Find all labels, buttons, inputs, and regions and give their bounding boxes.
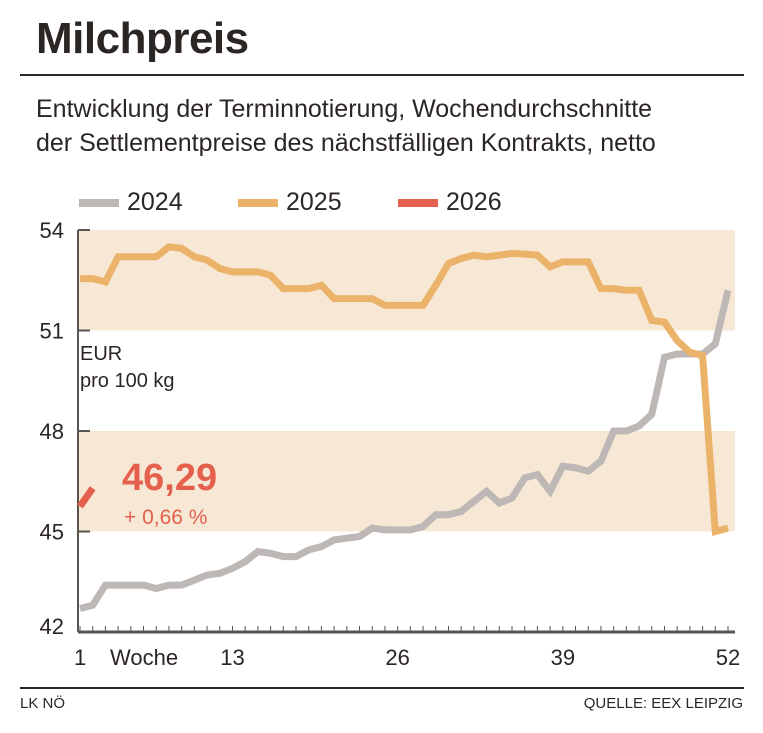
current-value-annotation: 46,29 (122, 457, 217, 499)
shaded-band (78, 431, 735, 532)
legend-item-2025: 2025 (238, 188, 342, 217)
series-line-2026 (77, 486, 96, 509)
y-unit-label-2: pro 100 kg (80, 370, 175, 392)
x-tick-label: 52 (716, 645, 740, 670)
subtitle-line-1: Entwicklung der Terminnotierung, Wochend… (36, 95, 653, 123)
footer-credit: LK NÖ (20, 695, 66, 712)
series-line-2024 (79, 289, 732, 612)
legend-label: 2026 (446, 188, 502, 216)
series-line-2025 (80, 243, 729, 536)
change-annotation: + 0,66 % (124, 506, 207, 529)
x-tick-label: 26 (385, 645, 409, 670)
legend-item-2024: 2024 (79, 188, 183, 217)
y-unit-label-1: EUR (80, 343, 122, 365)
x-axis-label: Woche (110, 645, 178, 670)
legend-swatch (238, 198, 278, 207)
title-rule (20, 74, 744, 76)
shaded-band (78, 230, 735, 331)
y-tick-label: 48 (40, 419, 64, 444)
x-tick-label: 39 (551, 645, 575, 670)
footer-source: QUELLE: EEX LEIPZIG (583, 695, 743, 712)
x-tick-label: 13 (220, 645, 244, 670)
footer-rule (20, 687, 744, 689)
y-tick-label: 45 (40, 520, 64, 545)
x-tick-label: 1 (74, 645, 86, 670)
legend-swatch (79, 198, 119, 207)
legend-swatch (398, 198, 438, 207)
y-tick-label: 51 (40, 319, 64, 344)
legend-label: 2025 (286, 188, 342, 216)
legend-label: 2024 (127, 188, 183, 216)
y-tick-label: 42 (40, 614, 64, 639)
y-tick-label: 54 (40, 218, 64, 243)
legend-item-2026: 2026 (398, 188, 502, 217)
subtitle-line-2: der Settlementpreise des nächstfälligen … (36, 129, 656, 157)
page-title: Milchpreis (36, 14, 249, 63)
